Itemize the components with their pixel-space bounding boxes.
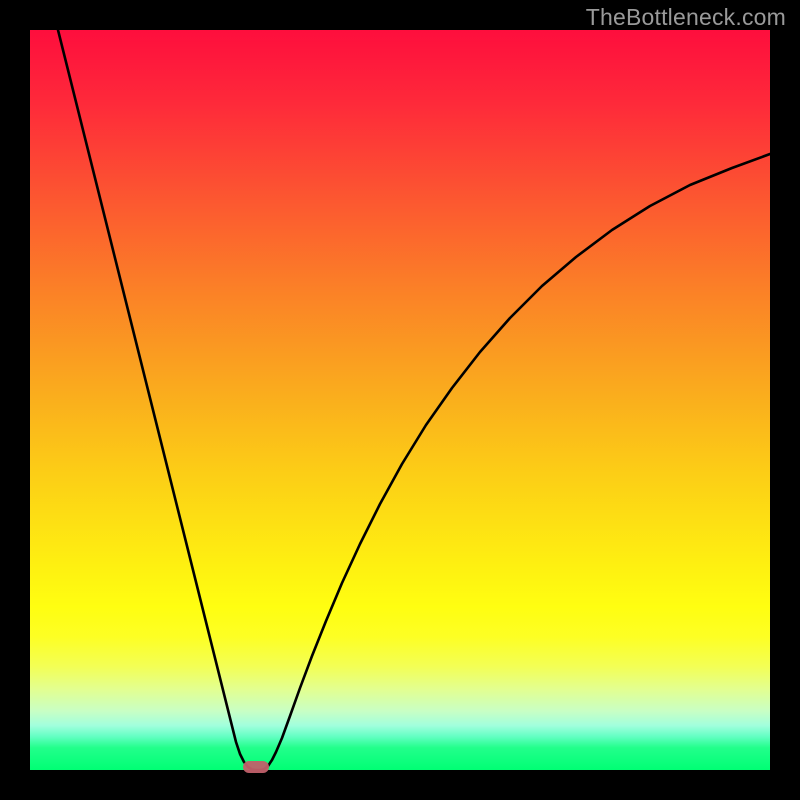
chart-frame: TheBottleneck.com <box>0 0 800 800</box>
watermark-text: TheBottleneck.com <box>586 4 786 31</box>
bottleneck-chart <box>0 0 800 800</box>
minimum-marker <box>243 761 269 773</box>
plot-background <box>30 30 770 770</box>
